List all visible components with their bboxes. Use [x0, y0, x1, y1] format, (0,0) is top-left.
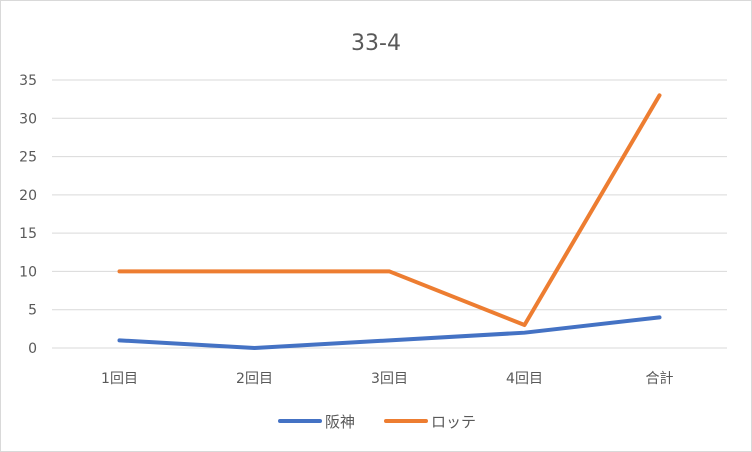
x-tick-label: 3回目	[371, 371, 408, 387]
legend-label-1: ロッテ	[431, 413, 476, 431]
y-tick-label: 30	[19, 111, 37, 127]
y-axis: 0 5 10 15 20 25 30 35	[19, 73, 37, 357]
y-tick-label: 15	[19, 226, 37, 242]
legend: 阪神 ロッテ	[278, 413, 476, 431]
y-tick-label: 35	[19, 73, 37, 89]
legend-label-0: 阪神	[325, 413, 355, 431]
x-tick-label: 合計	[646, 371, 674, 387]
y-tick-label: 20	[19, 188, 37, 204]
series-line-1	[117, 93, 662, 328]
x-tick-label: 1回目	[101, 371, 138, 387]
y-tick-label: 5	[28, 303, 37, 319]
series-line-0	[117, 315, 662, 350]
y-tick-label: 10	[19, 264, 37, 280]
y-tick-label: 0	[28, 341, 37, 357]
x-axis: 1回目 2回目 3回目 4回目 合計	[101, 371, 673, 387]
chart-title: 33-4	[351, 31, 401, 56]
x-tick-label: 4回目	[506, 371, 543, 387]
x-tick-label: 2回目	[236, 371, 273, 387]
series-lines	[117, 93, 662, 350]
y-tick-label: 25	[19, 150, 37, 166]
grid-lines	[52, 79, 727, 349]
